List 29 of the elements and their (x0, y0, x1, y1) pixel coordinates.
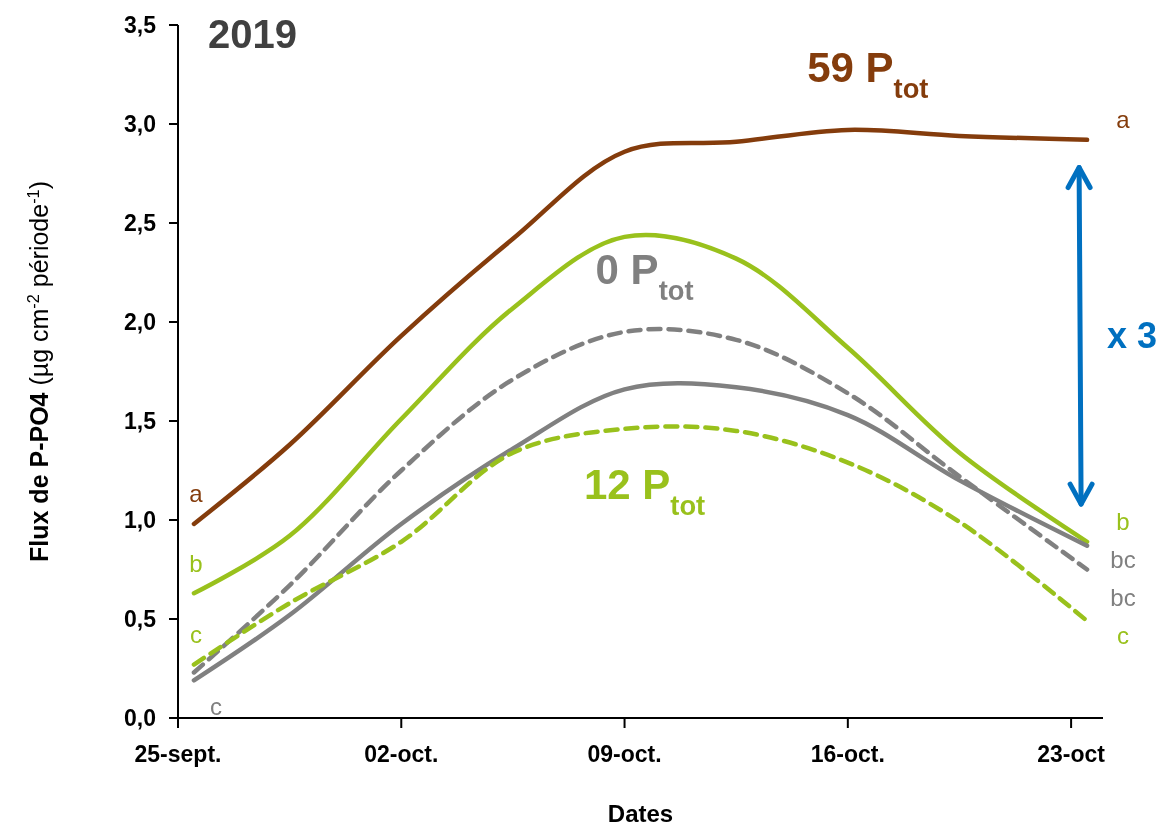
data-label: bc (1110, 584, 1136, 612)
x-tick-label: 23-oct (1037, 741, 1106, 767)
x-tick-label: 16-oct. (810, 741, 885, 767)
data-label: a (1116, 106, 1131, 134)
data-label: b (189, 549, 203, 577)
data-label: b (1116, 508, 1130, 536)
y-tick-label: 3,0 (124, 111, 156, 138)
series-label: 59 P$_{tot}$ (807, 43, 929, 104)
y-tick-label: 3,5 (124, 12, 157, 39)
x-tick-label: 02-oct. (364, 741, 439, 767)
y-tick-label: 2,0 (124, 309, 156, 336)
series-label: 12 P$_{tot}$ (583, 460, 706, 521)
data-label: c (189, 620, 202, 648)
data-label: bc (1110, 546, 1136, 574)
y-tick-label: 1,0 (124, 507, 156, 534)
data-label: c (209, 692, 222, 720)
y-tick-label: 0,0 (124, 705, 156, 732)
line-series (191, 127, 1090, 527)
y-tick-label: 1,5 (124, 408, 157, 435)
y-tick-label: 2,5 (124, 210, 157, 237)
x-tick-label: 25-sept. (134, 741, 222, 767)
x-axis-title: Dates (607, 800, 674, 827)
data-label: c (1117, 622, 1130, 650)
series-label: 0 P$_{tot}$ (595, 245, 694, 306)
x-tick-label: 09-oct. (587, 741, 662, 767)
chart-title: 2019 (208, 12, 297, 56)
text: x 3 (1107, 314, 1158, 356)
data-label: a (189, 480, 204, 508)
y-tick-label: 0,5 (124, 606, 157, 633)
